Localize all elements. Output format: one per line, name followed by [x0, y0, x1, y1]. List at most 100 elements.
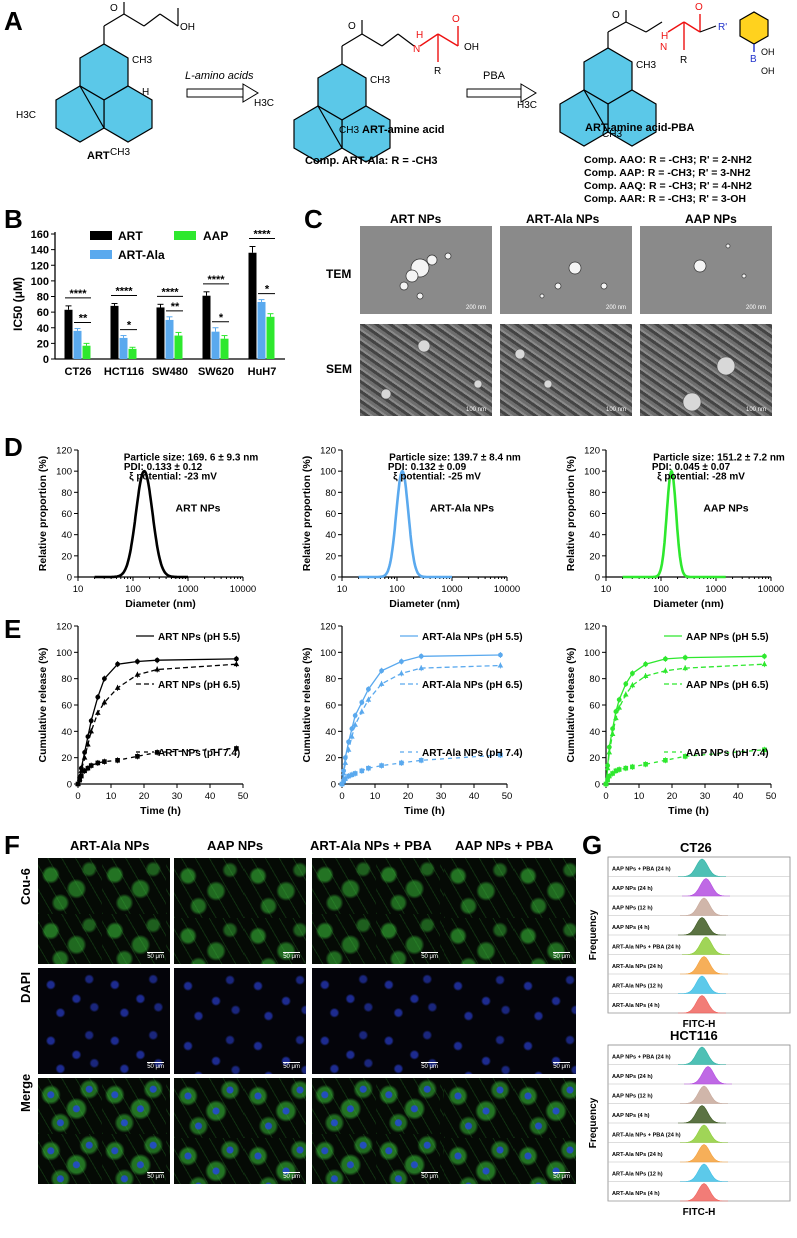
e-legend-label: AAP NPs (pH 7.4): [686, 748, 769, 759]
e-xtick-label: 50: [502, 791, 513, 802]
d-ytick-label: 0: [67, 573, 72, 584]
e-xtick-label: 0: [603, 791, 608, 802]
e-point: [154, 666, 160, 672]
e-point: [102, 759, 107, 764]
g-xlabel: FITC-H: [683, 1019, 716, 1030]
ic50-legend: ART AAP ART-Ala: [90, 229, 228, 262]
tem-image-1: 200 nm: [360, 226, 492, 314]
e-ytick-label: 20: [589, 753, 600, 764]
sem-image-2: 100 nm: [500, 324, 632, 416]
e-point: [623, 765, 629, 771]
panel-label-d: D: [4, 432, 23, 462]
e-point: [613, 715, 619, 721]
g-histogram: [680, 897, 728, 916]
g-ylabel: Frequency: [588, 909, 599, 960]
e-point: [682, 655, 688, 660]
d-chart-1: 0 20 40 60 80 100 120 10 100 1000 10000 Particle si…: [37, 446, 258, 611]
e-point: [498, 752, 503, 758]
g-histogram: [678, 917, 726, 936]
e-xtick-label: 40: [205, 791, 216, 802]
e-chart-1: 0 20 40 60 80 100 120 0 10 20 30 40 50 ART NPs (pH 5.…: [37, 622, 248, 818]
g-histogram: [678, 1046, 726, 1065]
tem-scale-bar: 200 nm: [605, 305, 626, 311]
legend-art-ala: ART-Ala: [118, 248, 165, 262]
e-point: [339, 781, 345, 787]
mol2-label: ART-amine acid: [362, 124, 445, 136]
e-ytick-label: 40: [325, 727, 336, 738]
tem-image-3: 200 nm: [640, 226, 772, 314]
f-row-merge: Merge: [18, 1073, 33, 1112]
e-point: [379, 668, 384, 674]
g-track-label: AAP NPs (24 h): [612, 886, 653, 892]
sem-image-3: 100 nm: [640, 324, 772, 416]
b-sig-low: *: [127, 320, 132, 332]
d-ytick-label: 100: [584, 467, 600, 478]
e-line: [341, 654, 501, 785]
sem-image-1: 100 nm: [360, 324, 492, 416]
g-histogram: [680, 1085, 728, 1104]
atom-r-3: R: [680, 55, 687, 66]
micrograph-r1-c2: 50 μm: [174, 858, 306, 964]
e-xtick-label: 10: [106, 791, 117, 802]
e-point: [378, 680, 385, 686]
legend-swatch-aap: [174, 231, 196, 240]
g-histogram: [682, 878, 730, 897]
b-sig-top: ****: [69, 288, 87, 300]
e-ylabel: Cumulative release (%): [37, 648, 49, 763]
b-ytick-label: 0: [43, 354, 49, 366]
b-bar-aap: [266, 316, 275, 359]
e-point: [623, 691, 629, 697]
atom-o-2: O: [348, 21, 356, 32]
d-ytick-label: 20: [61, 551, 72, 562]
d-pdi: PDI: 0.045 ± 0.07: [652, 462, 731, 473]
e-legend-label: ART-Ala NPs (pH 7.4): [422, 748, 523, 759]
e-xtick-label: 50: [238, 791, 249, 802]
e-point: [762, 747, 767, 753]
micrograph-scale-bar: 50 μm: [147, 1062, 164, 1070]
f-col-4: AAP NPs + PBA: [455, 838, 554, 853]
d-ytick-label: 60: [589, 509, 600, 520]
e-point: [497, 662, 504, 668]
e-point: [610, 771, 615, 776]
d-ytick-label: 0: [595, 573, 600, 584]
micrograph-r3-c4: 50 μm: [444, 1078, 576, 1184]
e-point: [379, 763, 384, 768]
g-histogram: [684, 1066, 732, 1085]
atom-nh-3: H: [661, 31, 668, 42]
b-bar-art-ala: [165, 319, 174, 359]
e-line: [77, 747, 237, 785]
f-col-1: ART-Ala NPs: [70, 838, 150, 853]
b-category-label: HCT116: [104, 366, 144, 378]
atom-h3c-2: H3C: [254, 98, 274, 109]
e-point: [366, 765, 371, 771]
g-histogram: [678, 858, 726, 877]
g-ylabel: Frequency: [588, 1097, 599, 1148]
e-point: [75, 781, 81, 787]
e-point: [79, 773, 84, 779]
e-ytick-label: 120: [56, 622, 72, 633]
g-track-label: AAP NPs (24 h): [612, 1074, 653, 1080]
e-point: [359, 699, 365, 705]
micrograph-scale-bar: 50 μm: [283, 952, 300, 960]
e-xtick-label: 10: [634, 791, 645, 802]
e-point: [234, 746, 239, 751]
d-xtick-label: 1000: [177, 584, 198, 595]
d-ylabel: Relative proportion (%): [565, 456, 577, 572]
e-point: [114, 684, 121, 690]
micrograph-scale-bar: 50 μm: [283, 1062, 300, 1070]
d-ytick-label: 80: [61, 488, 72, 499]
atom-n-2: N: [413, 44, 420, 55]
reaction-arrow-1: [186, 83, 259, 103]
e-ytick-label: 0: [595, 780, 600, 791]
micrograph-r3-c3: 50 μm: [312, 1078, 444, 1184]
b-bar-aap: [220, 338, 229, 359]
b-category-label: SW480: [152, 366, 188, 378]
e-point: [761, 661, 768, 667]
d-ytick-label: 100: [56, 467, 72, 478]
panel-label-g: G: [582, 830, 603, 860]
e-point: [616, 767, 622, 772]
atom-ch3-2b: CH3: [339, 125, 359, 136]
b-ytick-label: 60: [37, 307, 49, 319]
e-legend-label: ART NPs (pH 7.4): [158, 748, 240, 759]
